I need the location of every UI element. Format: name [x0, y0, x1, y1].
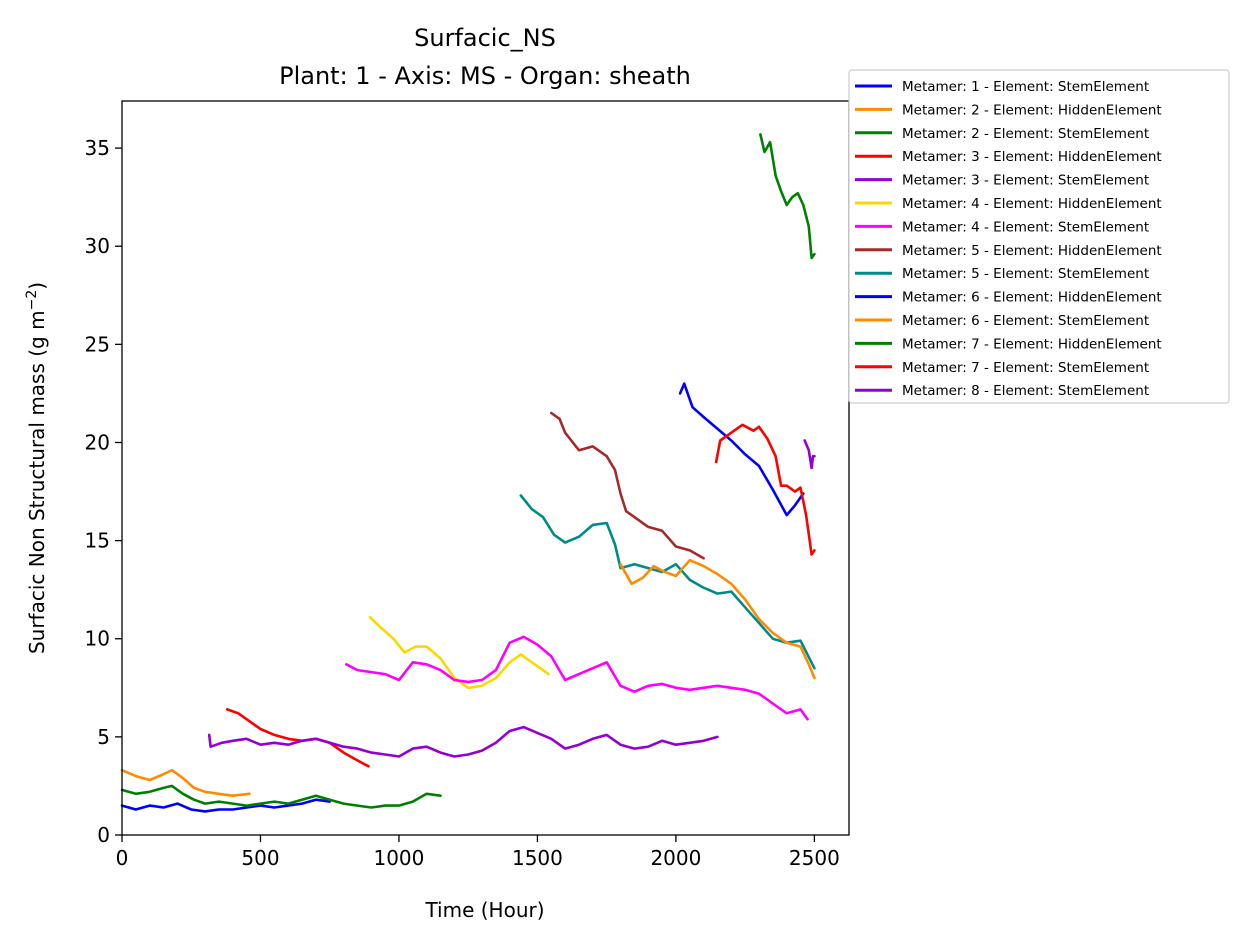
y-tick-label: 5 [97, 725, 110, 749]
legend-label: Metamer: 2 - Element: HiddenElement [902, 102, 1162, 118]
series-line-13 [714, 423, 816, 556]
chart-subtitle: Plant: 1 - Axis: MS - Organ: sheath [279, 62, 691, 90]
series-line-7 [345, 635, 809, 721]
x-axis-label: Time (Hour) [424, 898, 544, 922]
y-tick-label: 15 [85, 529, 110, 553]
series-line-12 [759, 133, 816, 260]
y-tick-label: 20 [85, 430, 110, 454]
y-axis: 0 5 10 15 20 25 30 35 [85, 136, 122, 847]
series-line-8 [550, 411, 705, 560]
legend-label: Metamer: 2 - Element: StemElement [902, 126, 1149, 142]
y-axis-label-main: Surfacic Non Structural mass (g m [25, 310, 49, 654]
legend-label: Metamer: 4 - Element: StemElement [902, 219, 1149, 235]
x-axis: 0 500 1000 1500 2000 2500 [116, 835, 840, 870]
legend-label: Metamer: 1 - Element: StemElement [902, 79, 1149, 95]
plot-lines [120, 133, 816, 813]
x-tick-label: 1000 [373, 846, 424, 870]
x-tick-label: 2000 [650, 846, 701, 870]
series-line-3 [120, 784, 442, 809]
y-tick-label: 10 [85, 627, 110, 651]
legend: Metamer: 1 - Element: StemElement Metamer… [848, 69, 1230, 404]
series-line-5 [207, 725, 719, 758]
series-line-11 [619, 558, 816, 680]
legend-label: Metamer: 7 - Element: HiddenElement [902, 336, 1162, 352]
series-line-1 [120, 798, 331, 813]
legend-label: Metamer: 4 - Element: HiddenElement [902, 196, 1162, 212]
legend-label: Metamer: 3 - Element: HiddenElement [902, 149, 1162, 165]
y-tick-label: 25 [85, 332, 110, 356]
legend-label: Metamer: 3 - Element: StemElement [902, 173, 1149, 189]
series-line-14 [803, 439, 816, 470]
legend-label: Metamer: 8 - Element: StemElement [902, 383, 1149, 399]
series-line-6 [368, 615, 550, 690]
chart-title: Surfacic_NS [414, 24, 556, 52]
x-tick-label: 0 [116, 846, 129, 870]
series-line-10 [678, 382, 805, 517]
legend-label: Metamer: 5 - Element: HiddenElement [902, 243, 1162, 259]
y-axis-label-exponent: −2 [24, 290, 40, 311]
plot-frame [121, 100, 850, 836]
x-tick-label: 1500 [512, 846, 563, 870]
series-line-4 [225, 708, 370, 768]
legend-label: Metamer: 5 - Element: StemElement [902, 266, 1149, 282]
legend-label: Metamer: 6 - Element: StemElement [902, 313, 1149, 329]
y-tick-label: 30 [85, 234, 110, 258]
x-tick-label: 2500 [789, 846, 840, 870]
y-axis-label-close: ) [25, 282, 49, 290]
legend-label: Metamer: 7 - Element: StemElement [902, 360, 1149, 376]
series-line-2 [120, 768, 251, 797]
y-axis-label: Surfacic Non Structural mass (g m−2) [24, 282, 49, 654]
y-tick-label: 35 [85, 136, 110, 160]
legend-frame [848, 69, 1230, 404]
x-tick-label: 500 [241, 846, 279, 870]
y-tick-label: 0 [97, 823, 110, 847]
series-line-9 [519, 494, 816, 670]
legend-label: Metamer: 6 - Element: HiddenElement [902, 290, 1162, 306]
